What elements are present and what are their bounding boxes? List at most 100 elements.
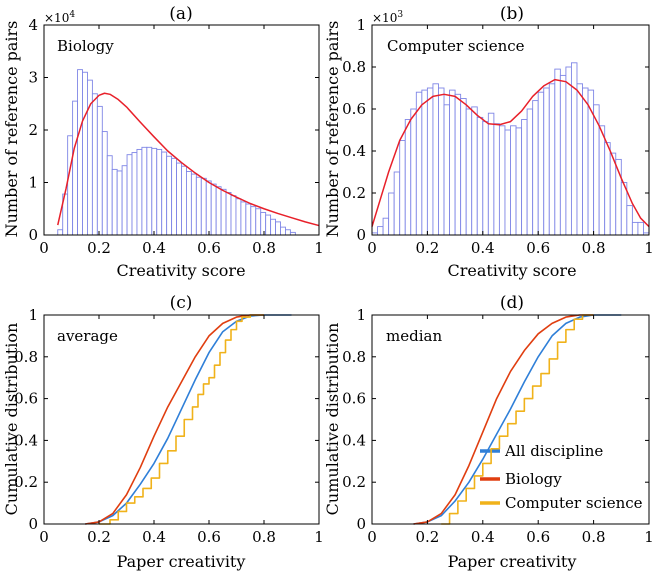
x-tick-label: 0 [39,239,49,257]
y-tick-label: 0.6 [342,100,366,118]
histogram-bar [493,123,500,236]
x-tick-label: 0.8 [252,239,276,257]
histogram-bar [404,119,412,236]
histogram-bar [215,186,222,236]
legend-item: Biology [480,470,562,488]
axis-frame [43,314,320,525]
histogram-bar [171,157,178,236]
y-tick-label: 0 [28,226,38,244]
histogram-bar [245,203,252,236]
legend-item: All discipline [480,442,603,460]
x-tick-label: 0.2 [87,239,111,257]
histogram-bar [471,106,478,236]
y-tick-label: 0 [356,226,366,244]
panel-c-xlabel: Paper creativity [117,552,246,571]
histogram-bar [126,154,133,236]
series-line-computer-science [441,314,594,525]
histogram-bar [91,93,98,236]
histogram-bar [449,89,456,236]
x-tick-label: 0.8 [582,528,606,546]
histogram-bar [280,226,286,236]
histogram-bar [101,131,108,236]
y-tick-label: 0.4 [342,142,366,160]
histogram-bar [399,140,406,236]
x-tick-label: 0 [367,239,377,257]
y-tick-label: 0.4 [14,431,38,449]
histogram-bar [200,177,207,236]
histogram-bar [460,98,467,236]
histogram-bar [265,214,272,236]
histogram-bar [131,152,138,236]
panel-b-ylabel: Number of reference pairs [323,21,342,238]
y-tick-label: 0.8 [342,348,366,366]
histogram-bar [443,104,451,236]
axis-ticks: 0 0.2 0.4 0.6 0.8 1 0 0.2 0.4 0.6 0.8 1 [342,306,653,546]
histogram-bar [415,91,423,236]
x-tick-label: 0 [39,528,49,546]
y-tick-label: 0.4 [342,431,366,449]
histogram-bar [57,229,64,236]
histogram-bar [554,68,561,236]
panel-b: (b) ×103 Number of reference pairs Creat… [323,4,653,280]
histogram-bar [111,168,118,236]
histogram-bar [510,125,517,236]
histogram-bar [626,205,633,236]
y-tick-label: 0.8 [342,58,366,76]
panel-d-ylabel: Cumulative distribution [323,323,342,516]
panel-d-xlabel: Paper creativity [448,552,577,571]
histogram-bar [465,108,473,236]
x-tick-label: 0.6 [197,239,221,257]
histogram-bar [487,112,495,236]
axis-frame [371,24,650,236]
panel-a-ylabel: Number of reference pairs [2,21,21,238]
histogram-bar [515,127,523,236]
x-tick-label: 1 [314,239,324,257]
x-tick-label: 0.4 [471,528,495,546]
histogram-bar [526,108,534,236]
histogram-bar [438,87,445,236]
panel-c-ylabel: Cumulative distribution [2,323,21,516]
panel-c: (c) Cumulative distribution Paper creati… [2,293,324,571]
histogram-bar [604,142,611,236]
y-tick-label: 1 [28,174,38,192]
histogram-bar [504,129,511,236]
series-line-biology [85,314,264,525]
histogram-bar [77,69,83,236]
legend: All discipline Biology Computer science [480,442,643,512]
histogram-bar [255,208,262,236]
histogram-bar [146,146,153,236]
histogram-bar [96,105,103,236]
histogram-bar [67,135,74,236]
histogram-bar [270,218,277,236]
y-tick-label: 1 [356,306,366,324]
panel-a-xlabel: Creativity score [116,261,245,280]
y-tick-label: 0.2 [342,184,366,202]
x-tick-label: 1 [644,528,653,546]
panel-b-title: (b) [500,4,524,24]
histogram-bar [185,171,192,236]
x-tick-label: 0.6 [526,528,550,546]
legend-label: Computer science [505,494,643,512]
histogram-bar [426,87,434,236]
y-tick-label: 0 [356,515,366,533]
histogram-bar [532,100,539,236]
axis-ticks: 0 0.2 0.4 0.6 0.8 1 0 0.2 0.4 0.6 0.8 1 [14,306,324,546]
histogram-bar [156,148,163,236]
axis-ticks: 0 0.2 0.4 0.6 0.8 1 0 0.2 0.4 0.6 0.8 1 [342,16,653,257]
panel-b-annotation: Computer science [387,37,525,55]
x-tick-label: 0.2 [415,528,439,546]
histogram-bar [421,89,428,236]
histogram-bar [161,151,168,236]
histogram-bar [225,192,232,236]
series-line-computer-science [99,314,264,525]
histogram-bar [176,162,182,236]
histogram-bar [631,221,639,236]
panel-c-title: (c) [170,293,193,313]
x-tick-label: 0.4 [142,528,166,546]
histogram-bar [482,121,489,236]
histogram-bar [559,74,567,236]
histogram-bar [388,192,395,236]
histogram-bar [598,125,606,236]
histogram-bar [393,171,401,236]
